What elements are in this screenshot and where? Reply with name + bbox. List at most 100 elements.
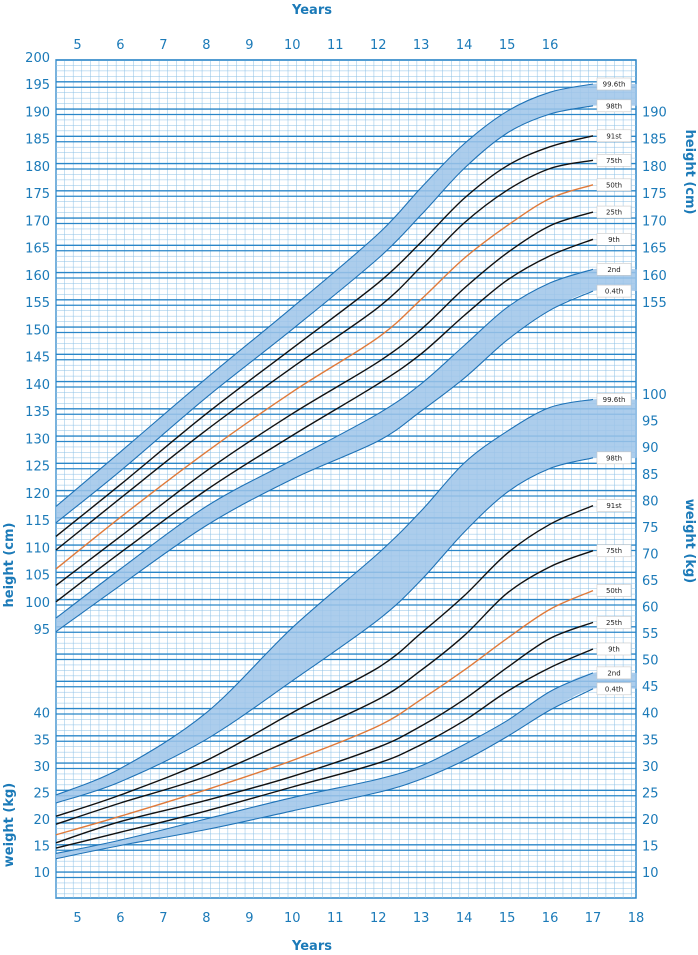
left-height-tick: 130 xyxy=(25,432,50,447)
weight-centile-99.6th xyxy=(55,398,594,796)
bottom-x-tick: 6 xyxy=(116,911,124,926)
centile-tag-label: 99.6th xyxy=(603,81,626,89)
weight-centile-tag-0.4th: 0.4th xyxy=(596,682,632,696)
left-height-tick: 110 xyxy=(25,541,50,556)
bottom-x-tick: 5 xyxy=(73,911,81,926)
centile-tag-label: 98th xyxy=(606,102,622,110)
height-centile-tag-25th: 25th xyxy=(596,205,632,219)
bottom-x-tick: 11 xyxy=(327,911,344,926)
weight-centile-tag-99.6th: 99.6th xyxy=(596,393,632,406)
left-height-tick: 105 xyxy=(25,569,50,584)
right-weight-tick: 45 xyxy=(642,680,659,695)
height-centile-tag-75th: 75th xyxy=(596,154,632,167)
centile-tag-box xyxy=(596,129,632,143)
left-height-tick: 200 xyxy=(25,51,50,66)
left-height-tick: 150 xyxy=(25,323,50,338)
top-x-tick: 15 xyxy=(499,38,516,53)
bottom-x-tick: 18 xyxy=(628,911,645,926)
top-x-tick: 10 xyxy=(284,38,301,53)
right-height-tick: 180 xyxy=(642,160,667,175)
right-weight-tick: 95 xyxy=(642,415,659,430)
centile-tag-box xyxy=(596,262,632,276)
right-weight-tick: 25 xyxy=(642,786,659,801)
centile-tag-box xyxy=(596,616,632,629)
left-weight-tick: 40 xyxy=(33,707,50,722)
right-height-tick: 190 xyxy=(642,105,667,120)
right-weight-tick: 85 xyxy=(642,468,659,483)
weight-centile-tag-9th: 9th xyxy=(596,642,632,656)
left-height-tick: 195 xyxy=(25,78,50,93)
centile-tag-box xyxy=(596,642,632,656)
centile-tag-label: 91st xyxy=(606,132,622,140)
bottom-x-tick: 17 xyxy=(585,911,602,926)
centile-tag-label: 25th xyxy=(606,619,622,627)
centile-tag-label: 2nd xyxy=(607,266,620,274)
centile-tag-label: 9th xyxy=(608,645,620,653)
centile-tag-label: 25th xyxy=(606,209,622,217)
centile-tag-box xyxy=(596,393,632,406)
weight-centile-2nd xyxy=(55,672,594,854)
weight-centile-tag-25th: 25th xyxy=(596,616,632,629)
right-height-tick: 155 xyxy=(642,296,667,311)
weight-centile-50th xyxy=(55,589,594,836)
left-height-tick: 120 xyxy=(25,487,50,502)
top-x-tick: 12 xyxy=(370,38,387,53)
right-weight-tick: 20 xyxy=(642,813,659,828)
right-weight-tick: 80 xyxy=(642,494,659,509)
right-weight-tick: 75 xyxy=(642,521,659,536)
centile-tag-label: 50th xyxy=(606,181,622,189)
bottom-x-tick: 14 xyxy=(456,911,473,926)
height-centile-75th xyxy=(55,159,594,551)
weight-band-lower xyxy=(56,671,637,859)
centile-tag-box xyxy=(596,233,632,246)
left-weight-tick: 30 xyxy=(33,760,50,775)
top-x-tick: 6 xyxy=(116,38,124,53)
height-centile-9th xyxy=(55,238,594,603)
weight-centile-tag-2nd: 2nd xyxy=(596,666,632,680)
centile-tag-box xyxy=(596,584,632,597)
top-x-tick: 9 xyxy=(245,38,253,53)
right-height-tick: 160 xyxy=(642,269,667,284)
top-x-tick: 14 xyxy=(456,38,473,53)
centile-tag-box xyxy=(596,451,632,465)
top-x-tick: 5 xyxy=(73,38,81,53)
height-centile-50th xyxy=(55,184,594,570)
centile-tag-box xyxy=(596,154,632,167)
height-centile-tag-0.4th: 0.4th xyxy=(596,284,632,298)
height-centile-2nd xyxy=(55,268,594,619)
height-centile-98th xyxy=(55,105,594,524)
weight-centile-tag-91st: 91st xyxy=(596,499,632,512)
left-height-tick: 135 xyxy=(25,405,50,420)
centile-tag-box xyxy=(596,666,632,680)
left-height-tick: 180 xyxy=(25,160,50,175)
bottom-x-tick: 7 xyxy=(159,911,167,926)
centile-tag-label: 50th xyxy=(606,587,622,595)
height-centile-tag-9th: 9th xyxy=(596,233,632,246)
centile-labels: 99.6th 98th 91st 75th 50th 25th 9th 2nd 0.4th 99.… xyxy=(596,77,632,696)
right-height-tick: 175 xyxy=(642,187,667,202)
height-centile-99.6th xyxy=(55,83,594,507)
right-weight-tick: 50 xyxy=(642,654,659,669)
left-height-tick: 190 xyxy=(25,105,50,120)
left-weight-tick: 10 xyxy=(33,866,50,881)
right-weight-tick: 70 xyxy=(642,547,659,562)
weight-band-upper xyxy=(56,398,637,803)
right-weight-tick: 55 xyxy=(642,627,659,642)
centile-tag-label: 75th xyxy=(606,157,622,165)
height-centile-0.4th xyxy=(55,290,594,633)
centile-tag-label: 98th xyxy=(606,454,622,462)
bottom-x-tick: 10 xyxy=(284,911,301,926)
centile-tag-label: 2nd xyxy=(607,669,620,677)
left-height-tick: 160 xyxy=(25,269,50,284)
centile-tag-label: 0.4th xyxy=(605,685,623,693)
bottom-axis-title: Years xyxy=(291,939,332,954)
right-weight-tick: 15 xyxy=(642,839,659,854)
right-height-axis-label: height (cm) xyxy=(682,130,697,215)
weight-centile-0.4th xyxy=(55,688,594,860)
right-weight-tick: 100 xyxy=(642,388,667,403)
right-weight-tick: 10 xyxy=(642,866,659,881)
weight-centile-91st xyxy=(55,504,594,817)
height-centile-91st xyxy=(55,135,594,537)
right-height-tick: 185 xyxy=(642,133,667,148)
